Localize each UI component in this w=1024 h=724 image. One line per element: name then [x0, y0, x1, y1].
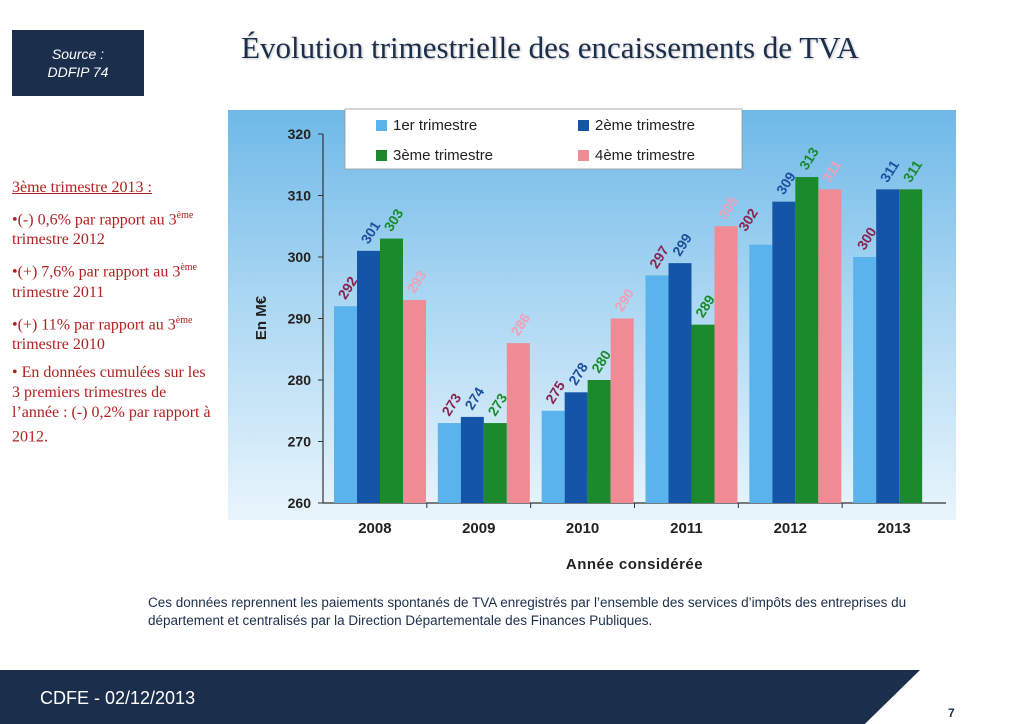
- data-label: 309: [773, 169, 799, 197]
- bar: [714, 226, 738, 503]
- bullet-text: trimestre 2012: [12, 231, 105, 249]
- legend-label: 3ème trimestre: [393, 147, 493, 164]
- bullet-text: •(+) 7,6% par rapport au 3: [12, 263, 181, 281]
- bar: [668, 263, 692, 503]
- data-label: 300: [854, 224, 880, 252]
- data-label: 301: [357, 218, 383, 246]
- bullet-text: •(+) 11% par rapport au 3: [12, 315, 176, 333]
- bullet-text: trimestre 2011: [12, 283, 105, 301]
- bar: [483, 423, 507, 503]
- notes-bullet: •(+) 11% par rapport au 3ème trimestre 2…: [12, 311, 212, 355]
- bar: [645, 275, 669, 503]
- data-label: 297: [646, 243, 672, 271]
- y-tick-label: 270: [288, 434, 312, 450]
- x-tick-label: 2009: [462, 520, 495, 537]
- x-tick-label: 2010: [566, 520, 599, 537]
- y-tick-label: 280: [288, 372, 312, 388]
- data-label: 311: [819, 157, 845, 185]
- x-tick-label: 2011: [670, 520, 703, 537]
- data-label: 303: [380, 206, 406, 234]
- notes-heading: 3ème trimestre 2013 :: [12, 179, 152, 196]
- data-label: 299: [669, 230, 695, 258]
- y-tick-label: 300: [288, 249, 312, 265]
- bar: [564, 392, 588, 503]
- data-label: 313: [796, 144, 822, 172]
- y-tick-label: 260: [288, 495, 312, 511]
- source-value: DDFIP 74: [47, 64, 109, 80]
- legend-swatch: [578, 150, 589, 161]
- source-label: Source :: [51, 46, 105, 62]
- data-label: 302: [735, 205, 761, 233]
- footnote: Ces données reprennent les paiements spo…: [148, 595, 907, 628]
- legend-label: 1er trimestre: [393, 117, 477, 134]
- bullet-text: trimestre 2010: [12, 335, 105, 353]
- y-axis-title: En M€: [253, 295, 270, 340]
- data-label: 273: [484, 390, 510, 418]
- y-tick-label: 290: [288, 311, 312, 327]
- bar: [460, 416, 484, 503]
- source-box: Source : DDFIP 74: [12, 30, 144, 96]
- legend-swatch: [376, 150, 387, 161]
- data-label: 275: [542, 378, 568, 406]
- bar: [610, 318, 634, 503]
- bullet-text: •(-) 0,6% par rapport au 3: [12, 211, 177, 229]
- footer-bar: [0, 670, 920, 724]
- legend-swatch: [578, 120, 589, 131]
- bar: [795, 177, 819, 504]
- bar: [876, 189, 900, 503]
- data-label: 274: [461, 384, 487, 412]
- bar: [506, 343, 530, 503]
- bar: [437, 423, 461, 503]
- x-axis-title: Année considérée: [566, 556, 703, 573]
- notes-bullet: • En données cumulées sur les 3 premiers…: [12, 363, 212, 447]
- data-label: 311: [877, 157, 903, 185]
- bar: [818, 189, 842, 503]
- bar: [334, 306, 357, 503]
- data-label: 280: [588, 347, 614, 375]
- bar: [691, 324, 715, 503]
- notes-bullet: •(-) 0,6% par rapport au 3ème trimestre …: [12, 206, 212, 250]
- footer-text: CDFE - 02/12/2013: [40, 688, 196, 708]
- x-tick-label: 2013: [877, 520, 910, 537]
- bar: [772, 201, 796, 503]
- bar: [403, 300, 426, 503]
- bullet-sup: ème: [176, 210, 194, 221]
- data-label: 290: [611, 286, 637, 314]
- legend-label: 2ème trimestre: [595, 117, 695, 134]
- x-tick-label: 2008: [358, 520, 391, 537]
- data-label: 278: [565, 359, 591, 387]
- notes-bullet: •(+) 7,6% par rapport au 3ème trimestre …: [12, 258, 212, 302]
- y-tick-label: 320: [288, 126, 312, 142]
- bar: [587, 380, 611, 503]
- side-notes: 3ème trimestre 2013 : •(-) 0,6% par rapp…: [12, 178, 212, 455]
- data-label: 292: [334, 273, 360, 301]
- legend-swatch: [376, 120, 387, 131]
- data-label: 311: [900, 157, 926, 185]
- bullet-sup: ème: [180, 262, 197, 274]
- bar: [357, 250, 380, 503]
- bar: [541, 410, 565, 503]
- data-label: 293: [403, 267, 429, 295]
- data-label: 305: [715, 193, 741, 221]
- x-tick-label: 2012: [774, 520, 807, 537]
- data-label: 286: [507, 310, 533, 338]
- page-title: Évolution trimestrielle des encaissement…: [241, 30, 859, 65]
- bar: [853, 257, 877, 503]
- y-tick-label: 310: [288, 188, 312, 204]
- bullet-text: • En données cumulées sur les 3 premiers…: [12, 363, 211, 446]
- bar: [749, 244, 773, 503]
- legend-box: [344, 108, 743, 170]
- bar: [380, 238, 403, 504]
- page-number: 7: [948, 706, 955, 720]
- data-label: 289: [692, 292, 718, 320]
- legend-label: 4ème trimestre: [595, 147, 695, 164]
- bullet-sup: ème: [175, 314, 193, 326]
- bar: [899, 189, 923, 503]
